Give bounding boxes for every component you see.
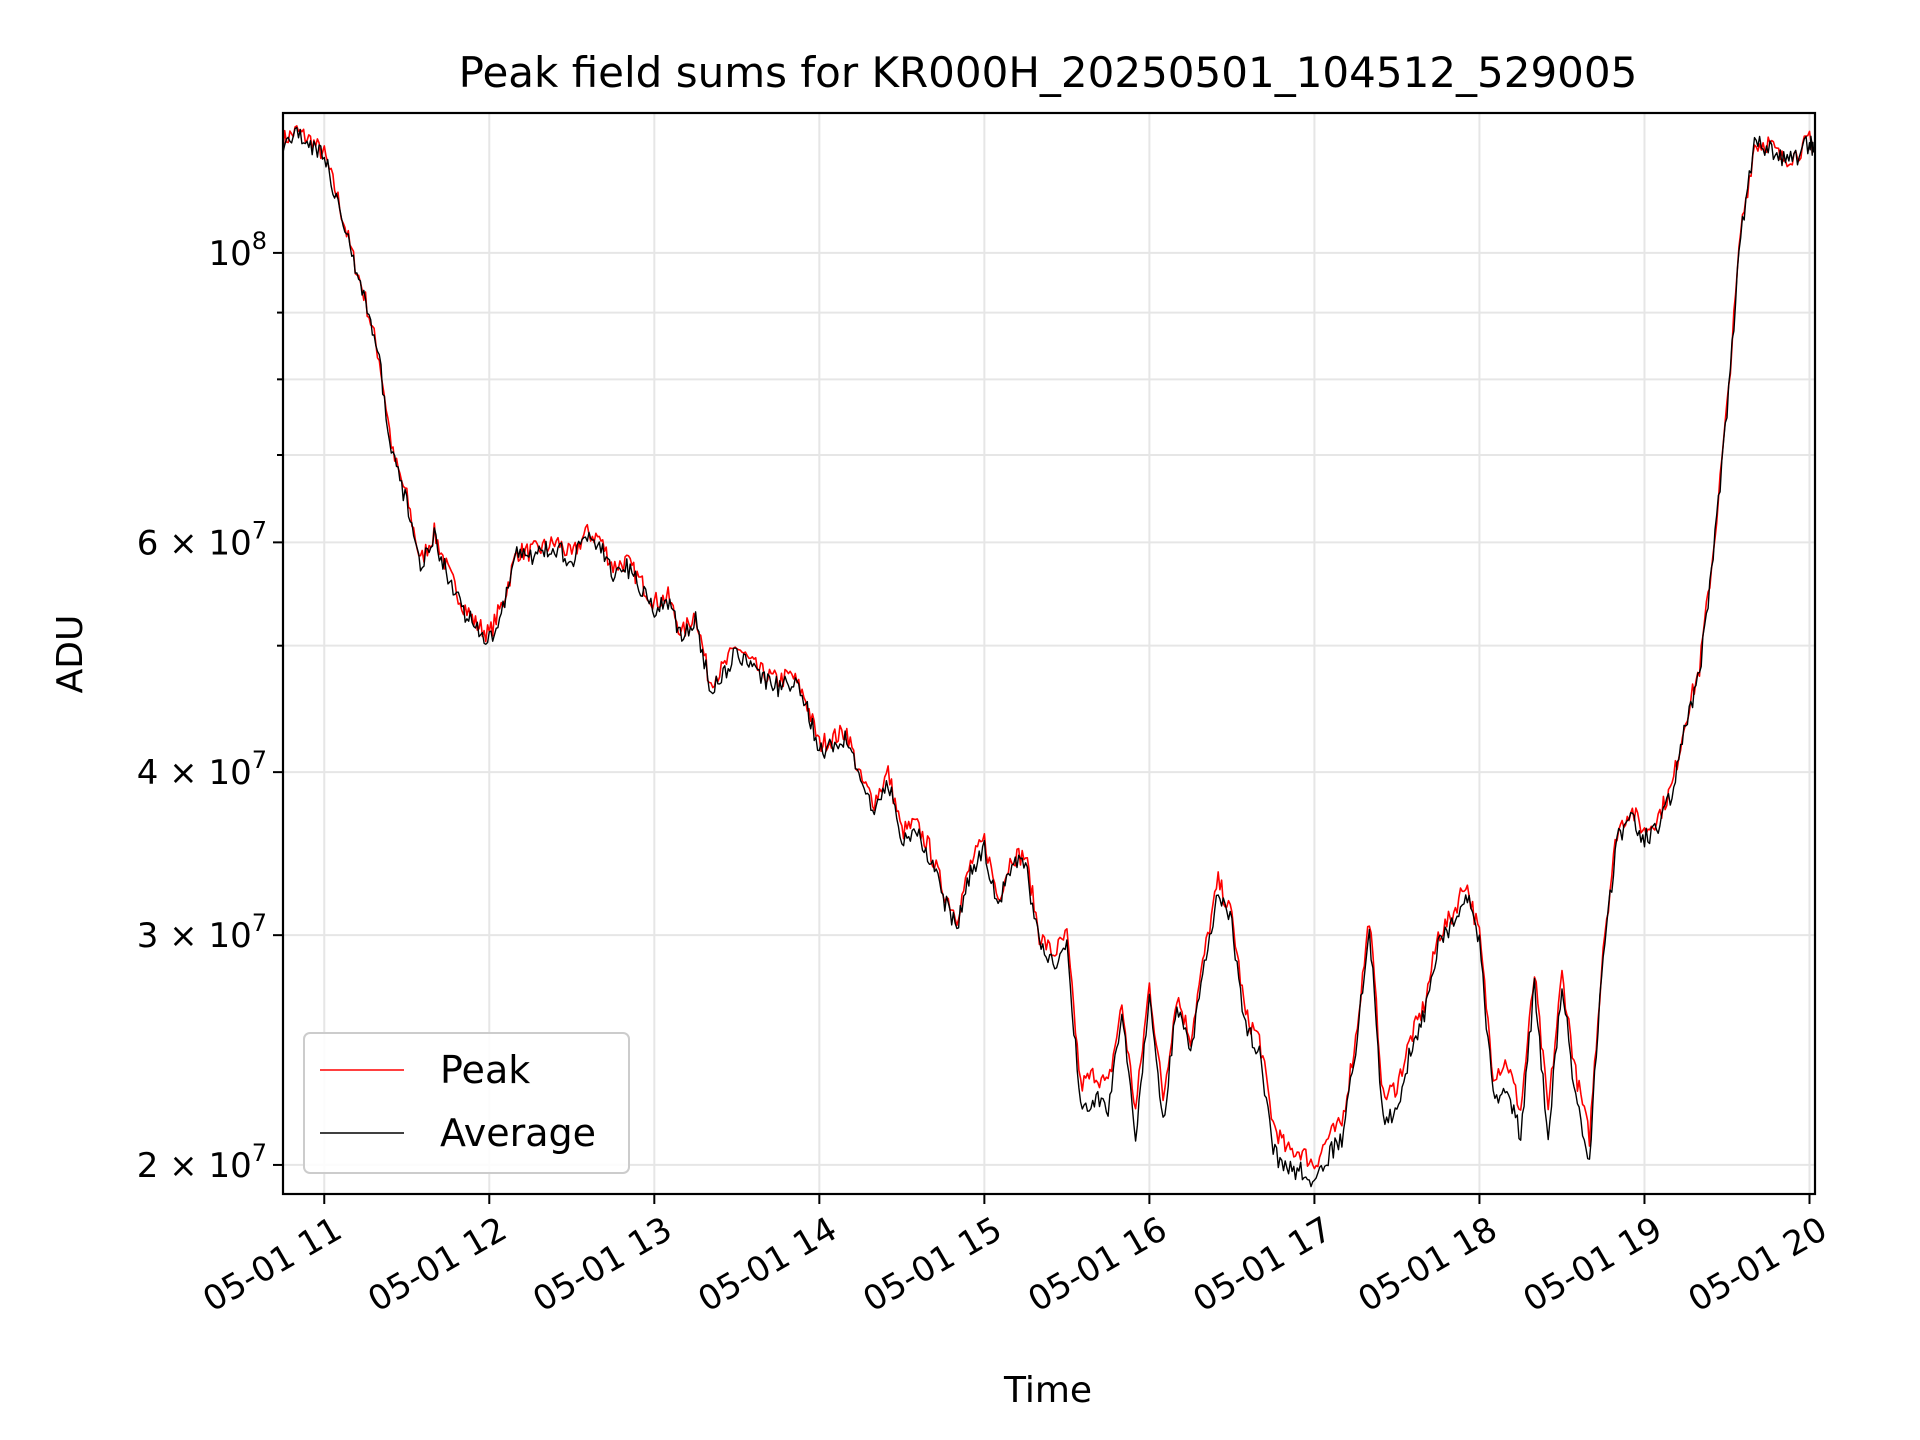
x-axis-label: Time	[1003, 1370, 1092, 1411]
y-axis-label: ADU	[50, 615, 91, 694]
legend-label-peak: Peak	[440, 1048, 530, 1092]
series-group	[283, 125, 1815, 1188]
x-tick-label: 05-01 13	[526, 1209, 678, 1320]
x-tick-label: 05-01 12	[361, 1209, 513, 1320]
x-tick-label: 05-01 20	[1682, 1209, 1834, 1320]
grid	[283, 113, 1815, 1194]
legend: Peak Average	[303, 1032, 630, 1174]
series-line-average	[283, 126, 1815, 1188]
x-axis: 05-01 11 05-01 12 05-01 13 05-01 14 05-01 15…	[196, 1194, 1834, 1320]
y-tick-label: 108	[208, 227, 267, 274]
series-layer	[283, 125, 1815, 1188]
x-tick-label: 05-01 17	[1187, 1209, 1339, 1320]
y-tick-label: 4 × 107	[137, 746, 267, 793]
series-line-peak	[283, 125, 1815, 1170]
legend-box	[303, 1032, 630, 1174]
x-tick-label: 05-01 19	[1517, 1209, 1669, 1320]
y-tick-label: 2 × 107	[137, 1139, 267, 1186]
x-tick-label: 05-01 11	[196, 1209, 348, 1320]
x-tick-label: 05-01 16	[1021, 1209, 1173, 1320]
x-tick-label: 05-01 18	[1352, 1209, 1504, 1320]
x-tick-label: 05-01 15	[856, 1209, 1008, 1320]
plot-frame	[281, 111, 1817, 1196]
y-axis: 108 6 × 107 4 × 107 3 × 107 2 × 107	[137, 227, 283, 1186]
y-tick-label: 6 × 107	[137, 516, 267, 563]
chart-title: Peak field sums for KR000H_20250501_1045…	[459, 48, 1638, 97]
y-tick-label: 3 × 107	[137, 909, 267, 956]
x-tick-label: 05-01 14	[691, 1209, 843, 1320]
legend-label-average: Average	[440, 1111, 596, 1155]
